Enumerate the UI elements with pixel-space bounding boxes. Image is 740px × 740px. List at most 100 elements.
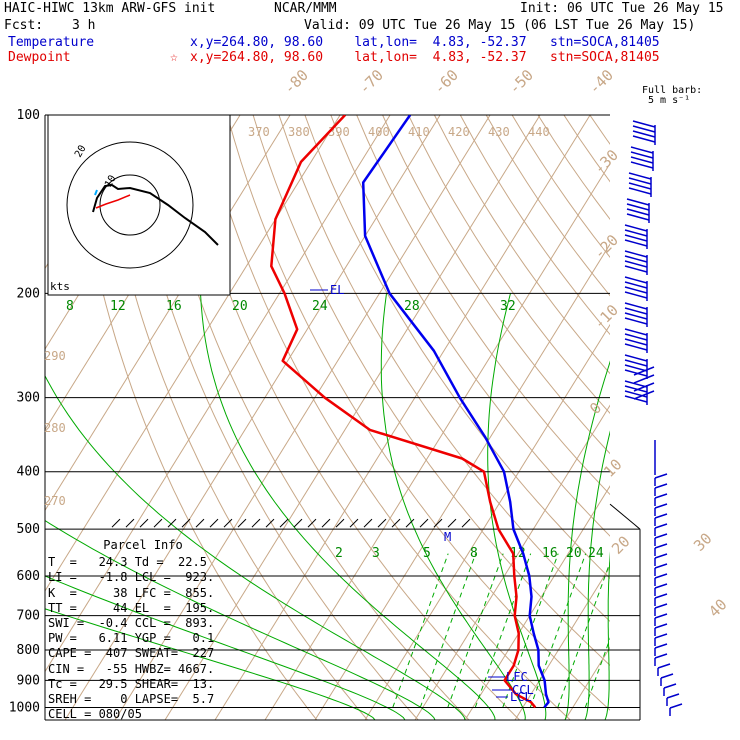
isotherm-line	[114, 115, 491, 720]
wind-barb-flag	[624, 281, 648, 289]
hodograph-box	[47, 114, 231, 296]
wind-barb-flag	[654, 483, 668, 489]
wind-barb-flag	[628, 177, 652, 185]
moist-label-upper: 20	[232, 299, 248, 314]
parcel-row-tt: TT = 44 EL = 195.	[48, 600, 215, 615]
wind-barb-flag	[654, 593, 668, 599]
wind-barb-flag	[624, 359, 648, 367]
hatch-mark	[265, 518, 275, 528]
hatch-mark	[237, 518, 247, 528]
parcel-info-panel: Parcel Info T = 24.3 Td = 22.5 LI = -1.8…	[48, 538, 238, 722]
chart-frame	[44, 114, 641, 721]
temperature-location: x,y=264.80, 98.60 lat,lon= 4.83, -52.37 …	[190, 35, 660, 50]
wind-barb-flag	[624, 255, 648, 263]
hodograph-ring-outer	[66, 141, 194, 269]
isotherm-label: -80	[280, 66, 312, 98]
wind-barb-mid	[633, 374, 655, 384]
dry-adiabat-line	[71, 115, 318, 720]
wind-barb-flag	[632, 130, 656, 138]
dry-adiabat-line	[563, 115, 610, 183]
parcel-row-cape: CAPE = 407 SWEAT= 227	[48, 646, 215, 661]
wind-barb-mid	[633, 382, 655, 392]
m-label: M	[444, 530, 451, 544]
hatch-mark	[293, 518, 303, 528]
dewpoint-location: x,y=264.80, 98.60 lat,lon= 4.83, -52.37 …	[190, 50, 660, 65]
wind-barb-flag	[654, 513, 668, 519]
theta-label: 410	[408, 125, 430, 139]
wind-barb-flag	[624, 307, 648, 315]
isotherm-line	[214, 115, 591, 720]
parcel-row-tc: Tc = 29.5 SHEAR= 13.	[48, 676, 215, 691]
wind-barb-flag	[630, 146, 654, 154]
wind-barb-flag	[626, 208, 650, 216]
wind-barb-flag	[624, 354, 648, 362]
pressure-label: 900	[17, 673, 40, 688]
parcel-row-cell: CELL = 080/05	[48, 707, 142, 722]
moist-adiabat-line	[45, 575, 406, 720]
theta-low-label: 290	[44, 349, 66, 363]
fcst-value: 3 h	[72, 18, 96, 33]
isotherm-label: -50	[505, 66, 537, 98]
hatch-mark	[209, 518, 219, 528]
pressure-label: 300	[17, 391, 40, 406]
dewpoint-marker-icon: ☆	[170, 50, 178, 65]
wind-barb-flag	[624, 338, 648, 346]
isotherm-line	[414, 404, 610, 720]
ccl-label: CCL	[512, 683, 534, 697]
moist-label-upper: 24	[312, 299, 328, 314]
wind-barb-mid	[633, 366, 655, 376]
isotherm-label: -70	[355, 66, 387, 98]
moist-label-lower: 8	[470, 546, 478, 561]
isotherm-label: -20	[590, 231, 622, 263]
pressure-label: 700	[17, 609, 40, 624]
dry-adiabat-line	[356, 115, 610, 496]
wind-barb-flag	[654, 623, 668, 629]
isotherm-line	[665, 115, 740, 720]
hatch-mark	[167, 518, 177, 528]
theta-label: 400	[368, 125, 390, 139]
isotherm-label: 40	[705, 595, 731, 621]
lcl-label: LCL	[510, 690, 532, 704]
mixing-ratio-line	[474, 553, 532, 708]
dry-adiabat-line	[200, 115, 571, 720]
hatch-mark	[335, 518, 345, 528]
wind-barb-flag	[624, 328, 648, 336]
wind-barb-flag	[624, 390, 648, 398]
mixing-ratio-line	[419, 553, 477, 708]
hodograph-trace-sfc	[94, 189, 98, 196]
dry-adiabat-line	[252, 115, 610, 666]
model-title: HAIC-HIWC 13km ARW-GFS init	[4, 1, 216, 16]
moist-label-upper: 32	[500, 299, 516, 314]
wind-barb-flag	[628, 182, 652, 190]
wind-barb-flag	[624, 239, 648, 247]
moist-label-lower: 3	[372, 546, 380, 561]
mixing-ratio-line	[447, 553, 504, 708]
wind-barb-flag	[624, 317, 648, 325]
mixing-ratio-grid	[45, 293, 610, 720]
temperature-label: Temperature	[8, 35, 95, 50]
hatch-mark	[349, 518, 359, 528]
el-label: EL	[330, 283, 344, 297]
wind-barb-flag	[657, 663, 671, 669]
wind-barb-flag	[624, 276, 648, 284]
wind-barb-flag	[624, 224, 648, 232]
hatch-mark	[181, 518, 191, 528]
wind-barb-flag	[654, 503, 668, 509]
mixing-ratio-line	[502, 553, 559, 708]
mixing-ratio-line	[392, 553, 449, 708]
dewpoint-label: Dewpoint	[8, 50, 71, 65]
lfc-label: LFC	[506, 670, 528, 684]
dry-adiabat-line	[149, 115, 470, 720]
wind-barb-flag	[663, 683, 677, 689]
isotherm-line	[715, 115, 740, 720]
hatch-mark	[447, 518, 457, 528]
theta-label: 380	[288, 125, 310, 139]
hatch-mark	[279, 518, 289, 528]
wind-barb-flag	[624, 385, 648, 393]
dry-adiabat-line	[642, 115, 740, 720]
wind-barb-flag	[624, 265, 648, 273]
theta-low-label: 280	[44, 421, 66, 435]
moist-adiabat-line	[487, 293, 547, 720]
pressure-label: 1000	[9, 700, 40, 715]
